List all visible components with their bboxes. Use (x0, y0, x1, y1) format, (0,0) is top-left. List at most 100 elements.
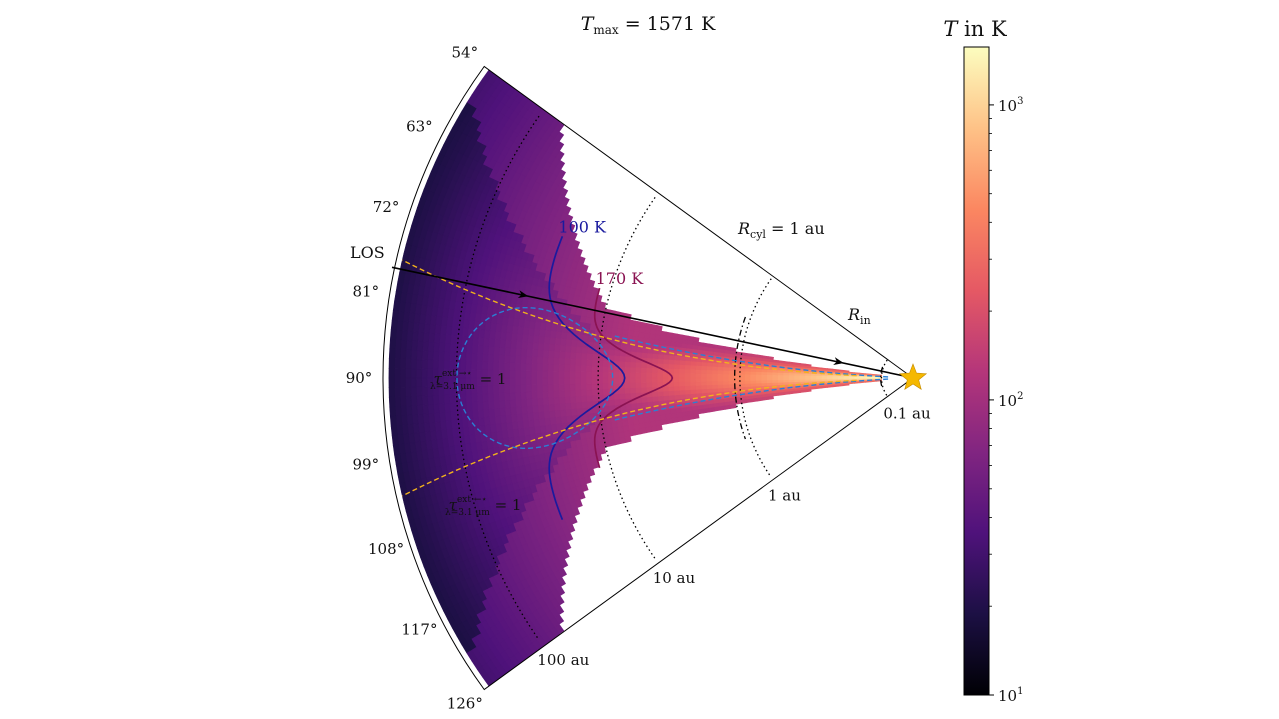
heatmap-cell (533, 85, 544, 97)
heatmap-cell (493, 346, 500, 356)
heatmap-cell (519, 75, 531, 87)
heatmap-cell (569, 383, 576, 392)
heatmap-cell (391, 434, 399, 446)
heatmap-cell (563, 377, 570, 385)
heatmap-cell (695, 365, 702, 371)
heatmap-cell (629, 372, 636, 379)
heatmap-cell (854, 381, 861, 384)
heatmap-cell (848, 381, 855, 385)
heatmap-cell (745, 398, 753, 404)
heatmap-cell (502, 682, 514, 690)
heatmap-cell (591, 365, 598, 373)
heatmap-cell (651, 368, 658, 374)
heatmap-cell (695, 361, 702, 367)
heatmap-cell (602, 360, 609, 368)
heatmap-cell (700, 377, 707, 383)
heatmap-cell (799, 389, 807, 393)
heatmap-cell (624, 393, 631, 400)
heatmap-cell (394, 387, 401, 398)
heatmap-cell (684, 360, 691, 367)
heatmap-cell (509, 355, 516, 364)
heatmap-cell (706, 362, 713, 368)
heatmap-cell (542, 357, 549, 365)
heatmap-cell (515, 406, 523, 415)
heatmap-cell (749, 371, 757, 376)
heatmap-cell (411, 405, 418, 416)
heatmap-cell (613, 393, 620, 401)
heatmap-cell (576, 408, 583, 416)
heatmap-cell (673, 368, 680, 375)
heatmap-cell (406, 330, 414, 342)
heatmap-cell (662, 373, 669, 379)
heatmap-cell (443, 343, 451, 353)
heatmap-cell (564, 402, 572, 411)
heatmap-cell (558, 377, 565, 385)
heatmap-cell (481, 361, 489, 371)
heatmap-cell (788, 390, 796, 395)
heatmap-cell (634, 372, 641, 379)
heatmap-cell (684, 381, 691, 387)
heatmap-cell (428, 413, 436, 424)
heatmap-cell (506, 679, 518, 690)
heatmap-cell (394, 339, 402, 351)
heatmap-cell (608, 399, 615, 407)
heatmap-cell (689, 369, 696, 375)
heatmap-cell (640, 367, 647, 374)
heatmap-cell (678, 386, 686, 392)
heatmap-cell (728, 367, 735, 372)
heatmap-cell (537, 404, 545, 413)
heatmap-cell (390, 319, 398, 331)
heatmap-cell (449, 402, 457, 413)
heatmap-cell (722, 367, 729, 372)
heatmap-cell (679, 356, 686, 362)
heatmap-cell (528, 81, 540, 94)
heatmap-cell (706, 377, 713, 383)
heatmap-cell (400, 405, 408, 417)
heatmap-cell (558, 384, 565, 392)
heatmap-cell (552, 377, 559, 385)
heatmap-cell (719, 405, 726, 411)
heatmap-cell (629, 377, 636, 384)
heatmap-cell (432, 395, 440, 405)
heatmap-cell (487, 400, 495, 410)
heatmap-cell (570, 346, 577, 354)
heatmap-cell (692, 413, 700, 420)
heatmap-cell (536, 349, 544, 358)
heatmap-cell (399, 349, 407, 360)
heatmap-cell (603, 343, 611, 351)
heatmap-cell (536, 384, 543, 393)
heatmap-cell (684, 373, 691, 379)
heatmap-cell (673, 355, 681, 362)
heatmap-cell (516, 413, 523, 423)
heatmap-cell (580, 359, 587, 367)
heatmap-cell (766, 374, 773, 379)
annotation-r-in: Rin (847, 305, 871, 327)
heatmap-cell (636, 402, 643, 409)
heatmap-cell (636, 347, 643, 354)
dotted-ring (880, 359, 888, 397)
heatmap-cell (640, 377, 647, 384)
heatmap-cell (591, 383, 598, 391)
heatmap-cell (651, 353, 659, 360)
heatmap-cell (574, 371, 581, 379)
heatmap-cell (706, 373, 713, 379)
radial-tick-label: 1 au (768, 487, 801, 505)
heatmap-cell (443, 351, 451, 362)
heatmap-cell (482, 337, 490, 348)
heatmap-cell (493, 689, 505, 690)
heatmap-cell (394, 291, 402, 303)
heatmap-cell (520, 341, 528, 350)
heatmap-cell (399, 396, 407, 407)
heatmap-cell (388, 387, 396, 398)
heatmap-cell (443, 394, 451, 405)
heatmap-cell (537, 336, 545, 345)
heatmap-cell (646, 401, 654, 408)
heatmap-cell (870, 380, 877, 383)
heatmap-cell (684, 377, 691, 383)
heatmap-cell (591, 371, 598, 379)
heatmap-cell (695, 385, 702, 391)
heatmap-cell (618, 361, 626, 368)
heatmap-cell (767, 395, 774, 400)
heatmap-cell (716, 374, 724, 379)
heatmap-cell (421, 395, 429, 406)
